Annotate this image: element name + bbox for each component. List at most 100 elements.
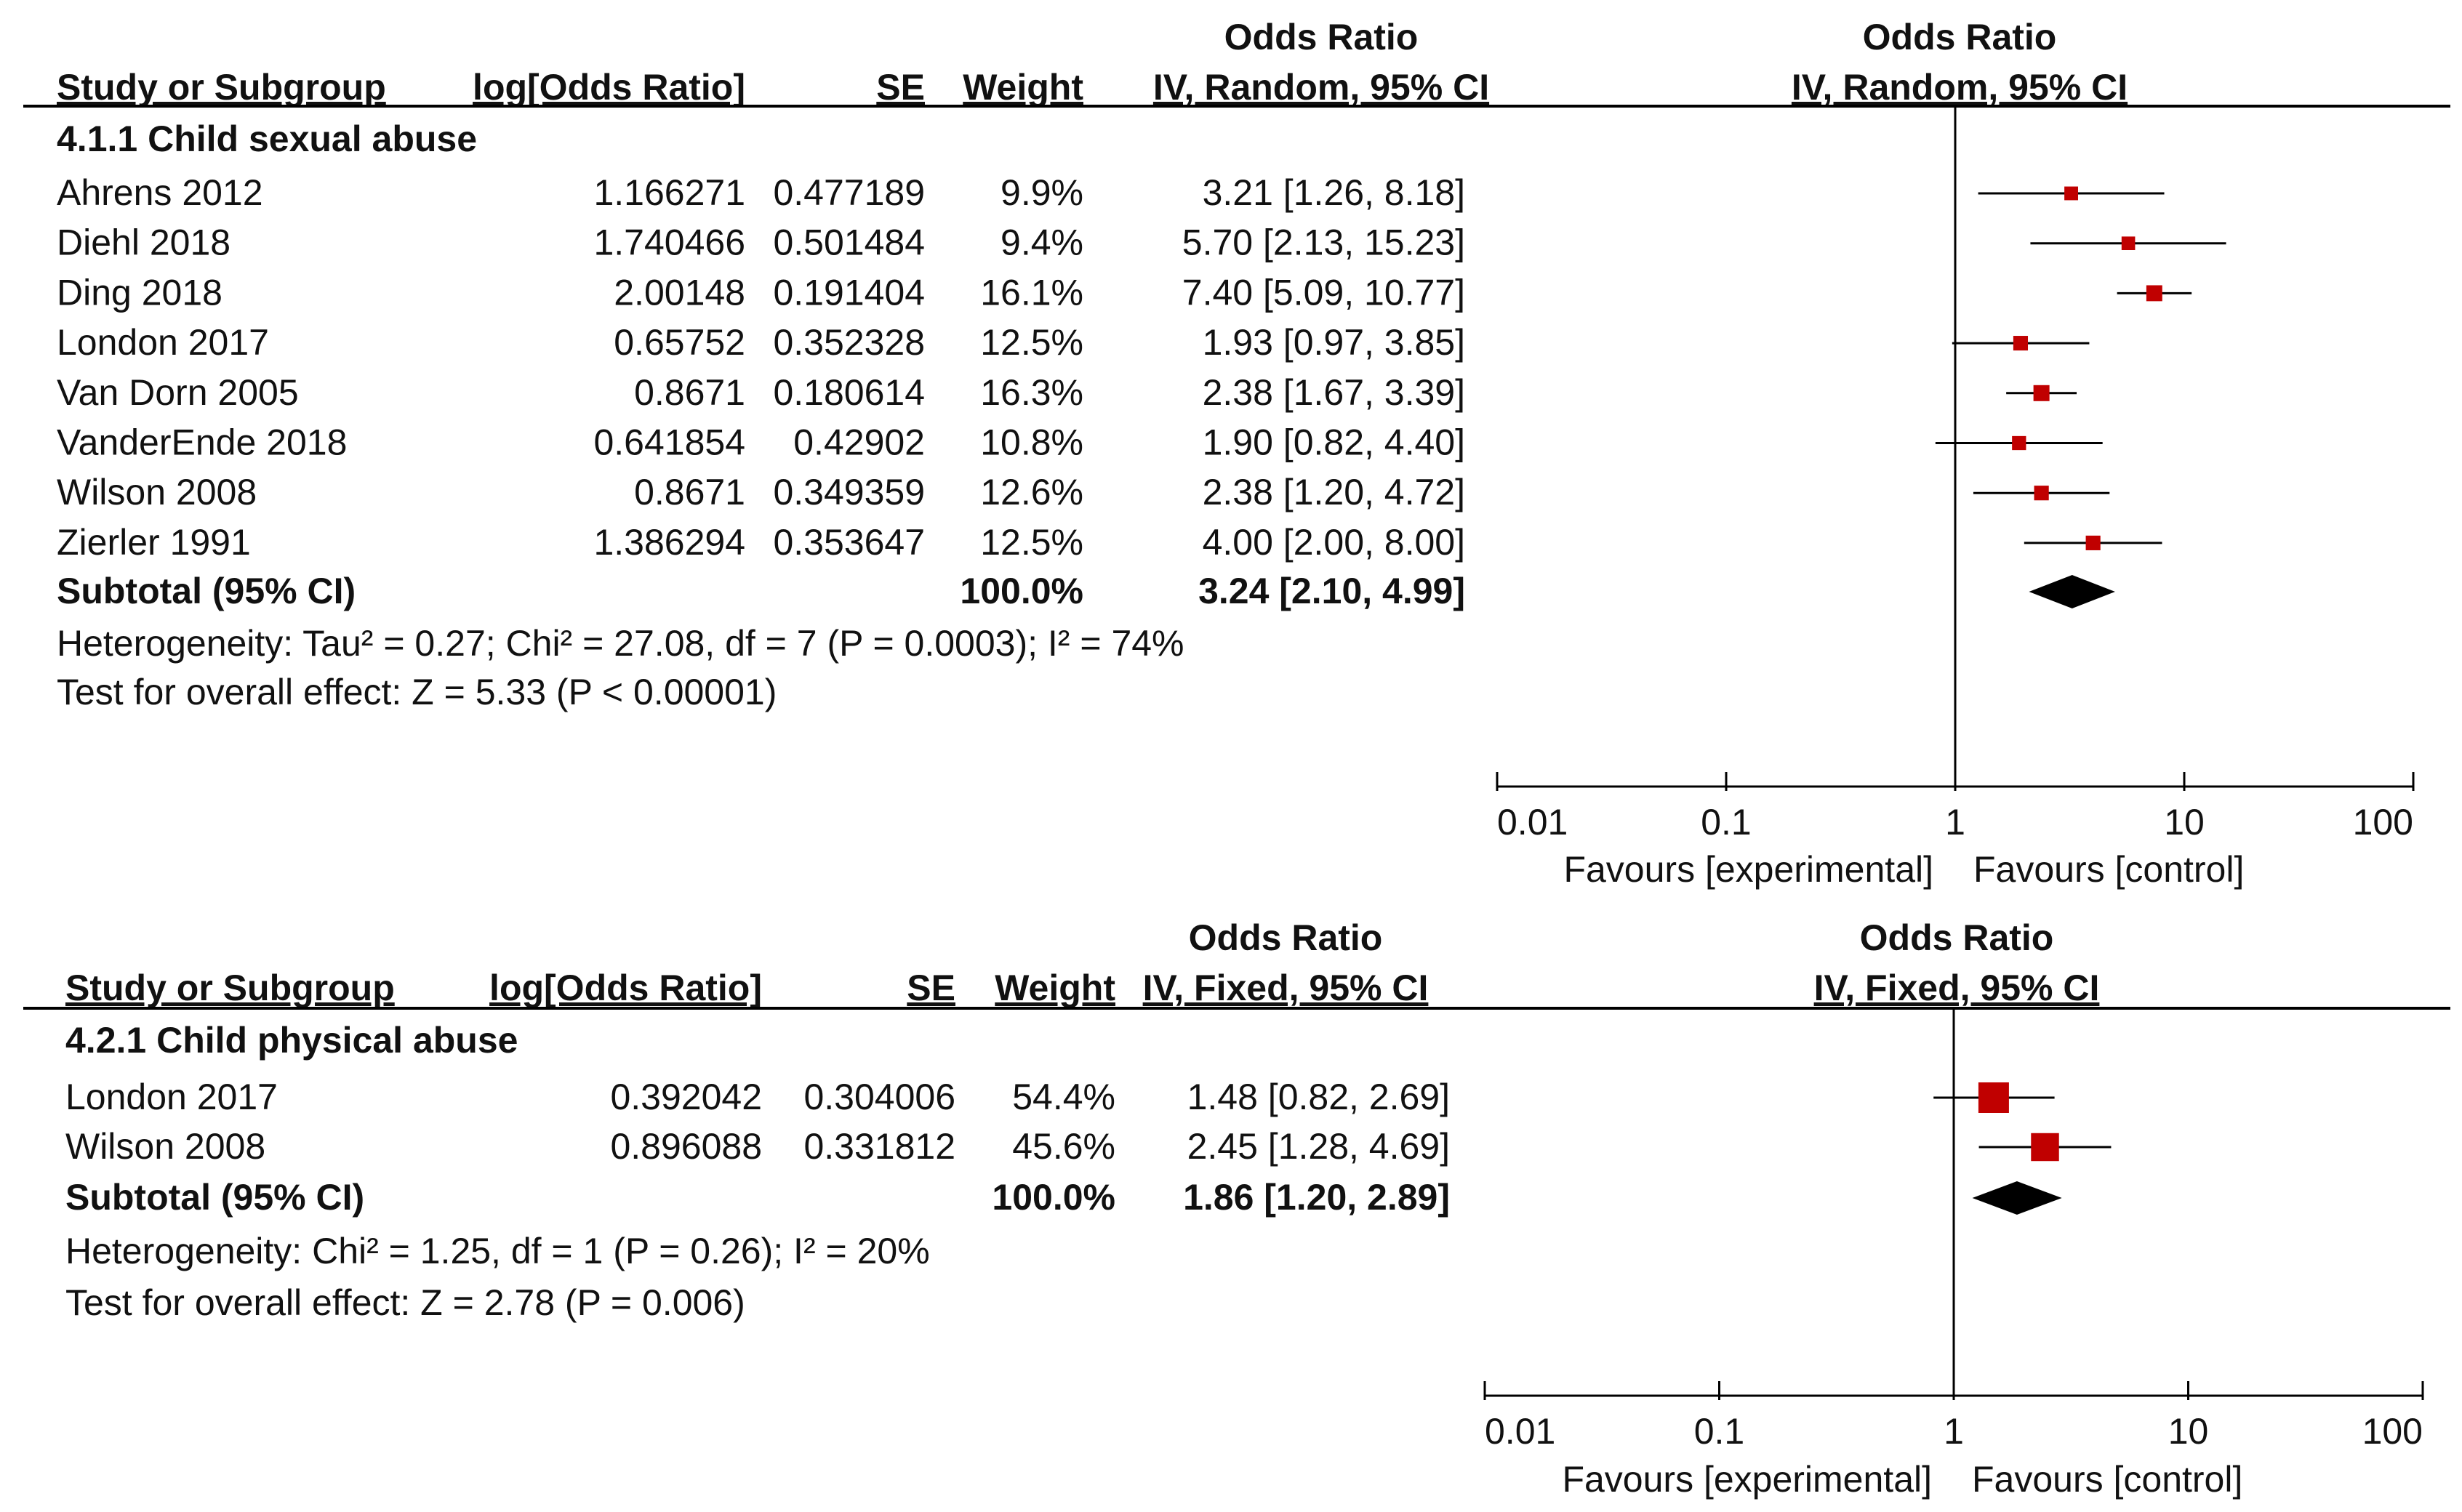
study-name: London 2017 [57,322,269,363]
study-point-estimate [2064,186,2078,201]
study-log-or: 1.740466 [593,222,745,263]
study-weight: 9.9% [1001,172,1083,213]
study-log-or: 0.8671 [634,372,745,413]
x-axis-tick-label: 100 [2362,1411,2423,1452]
se-column-header: SE [876,67,925,108]
x-axis-tick-label: 0.01 [1485,1411,1555,1452]
subtotal-ci-text: 1.86 [1.20, 2.89] [1183,1177,1450,1218]
weight-column-header: Weight [995,968,1115,1008]
study-weight: 16.3% [980,372,1083,413]
study-name: VanderEnde 2018 [57,422,347,463]
study-ci-text: 3.21 [1.26, 8.18] [1203,172,1465,213]
se-column-header: SE [907,968,955,1008]
study-ci-text: 4.00 [2.00, 8.00] [1203,522,1465,563]
study-column-header: Study or Subgroup [57,67,386,108]
overall-effect-test: Test for overall effect: Z = 5.33 (P < 0… [57,672,777,712]
x-axis-tick-label: 10 [2168,1411,2209,1452]
study-se: 0.331812 [803,1126,955,1167]
study-log-or: 2.00148 [614,272,745,313]
study-name: Zierler 1991 [57,522,251,563]
study-log-or: 0.392042 [610,1077,762,1117]
study-log-or: 1.166271 [593,172,745,213]
favours-right-label: Favours [control] [1972,1459,2242,1500]
study-se: 0.191404 [773,272,925,313]
x-axis-tick-label: 100 [2353,802,2413,843]
study-weight: 12.5% [980,322,1083,363]
study-point-estimate [2031,1133,2059,1162]
plot-header-top: Odds Ratio [1863,17,2057,57]
study-se: 0.304006 [803,1077,955,1117]
x-axis-tick-label: 0.1 [1701,802,1752,843]
study-name: London 2017 [65,1077,278,1117]
weight-column-header: Weight [963,67,1083,108]
subtotal-label: Subtotal (95% CI) [57,571,356,611]
study-weight: 9.4% [1001,222,1083,263]
study-ci-text: 2.45 [1.28, 4.69] [1187,1126,1450,1167]
study-ci-text: 1.90 [0.82, 4.40] [1203,422,1465,463]
study-weight: 12.6% [980,472,1083,512]
ci-header-top: Odds Ratio [1189,917,1383,958]
study-point-estimate [2121,236,2136,251]
study-column-header: Study or Subgroup [65,968,395,1008]
subgroup-label: 4.2.1 Child physical abuse [65,1020,518,1061]
ci-column-header: IV, Fixed, 95% CI [1143,968,1429,1008]
study-se: 0.42902 [793,422,925,463]
study-log-or: 0.8671 [634,472,745,512]
study-log-or: 0.896088 [610,1126,762,1167]
subtotal-diamond [1972,1181,2062,1215]
overall-effect-test: Test for overall effect: Z = 2.78 (P = 0… [65,1282,745,1323]
study-weight: 12.5% [980,522,1083,563]
study-point-estimate [2085,535,2101,550]
study-se: 0.349359 [773,472,925,512]
study-ci-text: 2.38 [1.67, 3.39] [1203,372,1465,413]
ci-header-top: Odds Ratio [1224,17,1419,57]
study-se: 0.353647 [773,522,925,563]
subtotal-weight: 100.0% [960,571,1083,611]
study-point-estimate [1978,1082,2009,1113]
subtotal-weight: 100.0% [992,1177,1115,1218]
log-or-column-header: log[Odds Ratio] [473,67,745,108]
study-name: Ding 2018 [57,272,222,313]
study-weight: 54.4% [1012,1077,1115,1117]
study-weight: 16.1% [980,272,1083,313]
favours-left-label: Favours [experimental] [1562,1459,1932,1500]
study-ci-text: 1.93 [0.97, 3.85] [1203,322,1465,363]
study-point-estimate [2033,385,2050,401]
study-weight: 45.6% [1012,1126,1115,1167]
study-name: Diehl 2018 [57,222,230,263]
study-ci-text: 2.38 [1.20, 4.72] [1203,472,1465,512]
favours-left-label: Favours [experimental] [1563,849,1933,890]
study-se: 0.352328 [773,322,925,363]
study-name: Ahrens 2012 [57,172,263,213]
x-axis-tick-label: 10 [2164,802,2205,843]
x-axis-tick-label: 1 [1944,1411,1964,1452]
study-name: Wilson 2008 [57,472,257,512]
study-point-estimate [2146,285,2162,302]
study-name: Van Dorn 2005 [57,372,299,413]
x-axis-tick-label: 1 [1945,802,1965,843]
study-se: 0.501484 [773,222,925,263]
study-log-or: 1.386294 [593,522,745,563]
study-point-estimate [2013,336,2029,351]
plot-column-header: IV, Random, 95% CI [1792,67,2128,108]
x-axis-tick-label: 0.1 [1694,1411,1745,1452]
study-point-estimate [2012,435,2026,451]
study-log-or: 0.641854 [593,422,745,463]
study-se: 0.477189 [773,172,925,213]
subgroup-label: 4.1.1 Child sexual abuse [57,118,477,159]
study-se: 0.180614 [773,372,925,413]
study-name: Wilson 2008 [65,1126,265,1167]
study-ci-text: 1.48 [0.82, 2.69] [1187,1077,1450,1117]
heterogeneity-stats: Heterogeneity: Tau² = 0.27; Chi² = 27.08… [57,623,1184,664]
plot-header-top: Odds Ratio [1860,917,2054,958]
study-point-estimate [2034,486,2049,501]
log-or-column-header: log[Odds Ratio] [489,968,762,1008]
subtotal-label: Subtotal (95% CI) [65,1177,364,1218]
study-ci-text: 7.40 [5.09, 10.77] [1182,272,1465,313]
study-ci-text: 5.70 [2.13, 15.23] [1182,222,1465,263]
subtotal-ci-text: 3.24 [2.10, 4.99] [1198,571,1465,611]
heterogeneity-stats: Heterogeneity: Chi² = 1.25, df = 1 (P = … [65,1231,930,1271]
plot-column-header: IV, Fixed, 95% CI [1814,968,2100,1008]
x-axis-tick-label: 0.01 [1497,802,1568,843]
study-log-or: 0.65752 [614,322,745,363]
